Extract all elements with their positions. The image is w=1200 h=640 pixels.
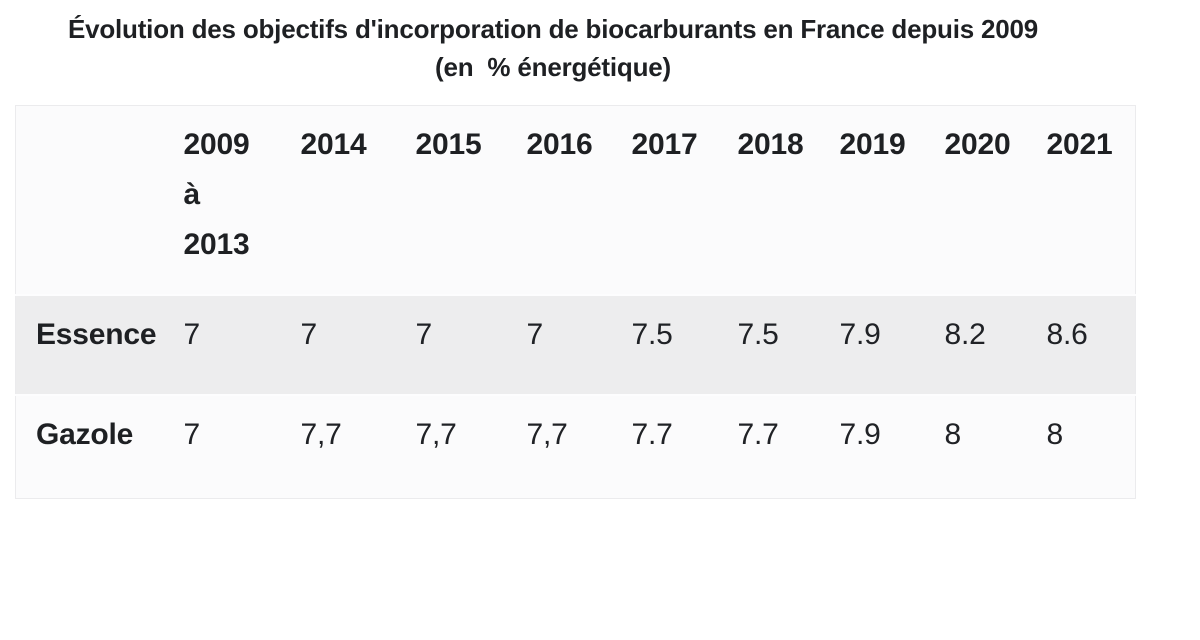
chart-subtitle: (en % énergétique) [434, 52, 671, 82]
chart-title-block: Évolution des objectifs d'incorporation … [0, 0, 1106, 86]
table-body: Essence 7 7 7 7 7.5 7.5 7.9 8.2 8.6 Gazole 7 7,7 7,7 7… [15, 294, 1136, 499]
column-header-2014: 2014 [300, 128, 367, 161]
table-row-gazole: Gazole 7 7,7 7,7 7,7 7.7 7.7 7.9 8 8 [15, 394, 1136, 499]
column-header-2019: 2019 [839, 128, 906, 161]
value-essence-2015: 7 [415, 317, 433, 351]
value-gazole-2018: 7.7 [737, 417, 779, 451]
column-header-2009-2013: 2009 à 2013 [183, 128, 250, 261]
biofuel-objectives-table: 2009 à 2013 2014 2015 2016 2017 2018 2019 2020 2… [15, 105, 1136, 499]
value-essence-2016: 7 [526, 317, 544, 351]
column-header-2016: 2016 [526, 128, 593, 161]
value-gazole-2009-2013: 7 [183, 417, 201, 451]
column-header-2020: 2020 [944, 128, 1011, 161]
row-label-essence: Essence [36, 317, 157, 351]
value-gazole-2017: 7.7 [631, 417, 673, 451]
value-essence-2020: 8.2 [944, 317, 986, 351]
column-header-2017: 2017 [631, 128, 698, 161]
value-gazole-2021: 8 [1046, 417, 1064, 451]
value-essence-2017: 7.5 [631, 317, 673, 351]
table-row-essence: Essence 7 7 7 7 7.5 7.5 7.9 8.2 8.6 [15, 294, 1136, 395]
column-header-2021: 2021 [1046, 128, 1113, 161]
row-label-gazole: Gazole [36, 417, 134, 451]
table-head: 2009 à 2013 2014 2015 2016 2017 2018 2019 2020 2… [16, 106, 1136, 295]
value-essence-2021: 8.6 [1046, 317, 1088, 351]
chart-title: Évolution des objectifs d'incorporation … [67, 14, 1039, 44]
value-gazole-2016: 7,7 [526, 417, 568, 451]
value-gazole-2014: 7,7 [300, 417, 342, 451]
table-corner-cell [16, 106, 164, 295]
column-header-2018: 2018 [737, 128, 804, 161]
value-essence-2019: 7.9 [839, 317, 881, 351]
value-gazole-2020: 8 [944, 417, 962, 451]
value-gazole-2019: 7.9 [839, 417, 881, 451]
table-header-row: 2009 à 2013 2014 2015 2016 2017 2018 2019 2020 2… [16, 106, 1136, 295]
column-header-2015: 2015 [415, 128, 482, 161]
value-essence-2014: 7 [300, 317, 318, 351]
value-essence-2018: 7.5 [737, 317, 779, 351]
value-gazole-2015: 7,7 [415, 417, 457, 451]
value-essence-2009-2013: 7 [183, 317, 201, 351]
